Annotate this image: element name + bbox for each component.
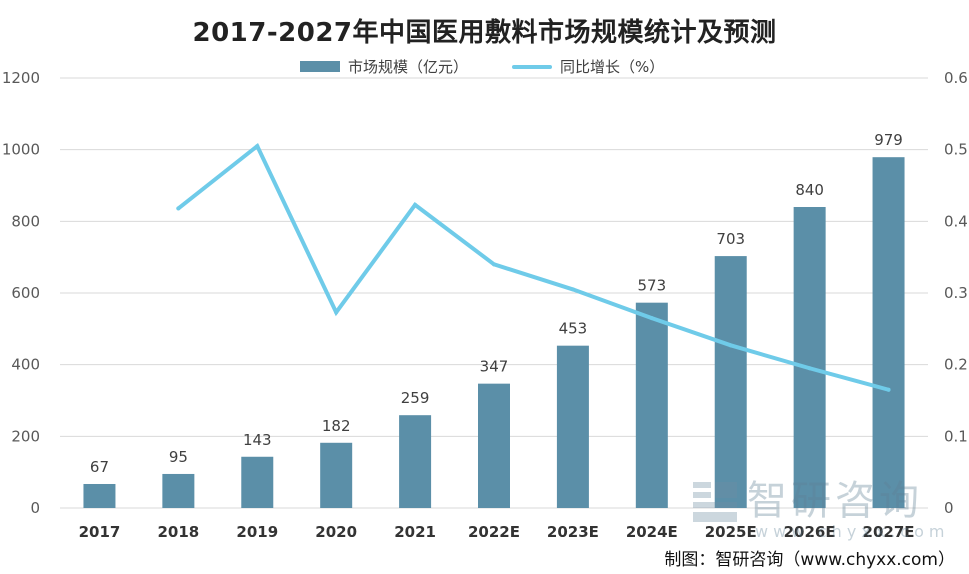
y-left-tick-label: 200 [11, 427, 40, 445]
y-left-tick-label: 1200 [2, 69, 40, 87]
bar-data-label: 840 [795, 181, 824, 199]
y-right-tick-label: 0.4 [944, 212, 968, 230]
y-right-tick-label: 0 [944, 499, 954, 517]
bar [793, 207, 826, 508]
bar [714, 256, 747, 508]
legend-label-line: 同比增长（%） [560, 58, 665, 76]
growth-point [176, 206, 181, 211]
legend-item-line: 同比增长（%） [512, 56, 664, 77]
watermark-text: 智研咨询 [747, 478, 923, 524]
x-tick-label: 2025E [705, 523, 757, 541]
bar [83, 483, 116, 508]
chart-title: 2017-2027年中国医用敷料市场规模统计及预测 [192, 18, 777, 48]
y-right-tick-label: 0.1 [944, 427, 968, 445]
x-tick-label: 2026E [784, 523, 836, 541]
x-tick-label: 2022E [468, 523, 520, 541]
growth-point [728, 343, 733, 348]
y-left-tick-label: 800 [11, 212, 40, 230]
legend-swatch-line [512, 64, 553, 69]
bar [478, 383, 510, 508]
legend-swatch-bar [300, 61, 340, 72]
watermark-url: www.chyxx.com [755, 522, 950, 541]
bar-data-label: 143 [243, 431, 272, 449]
x-tick-label: 2017 [79, 523, 121, 541]
watermark: 智研咨询 www.chyxx.com [693, 478, 944, 541]
bar-data-label: 979 [874, 131, 903, 149]
x-tick-label: 2018 [157, 523, 199, 541]
bar [399, 415, 432, 508]
bar-data-label: 347 [480, 358, 509, 376]
x-tick-label: 2020 [315, 523, 357, 541]
y-left-tick-label: 1000 [2, 141, 40, 159]
y-right-tick-label: 0.2 [944, 356, 968, 374]
bar-data-label: 573 [637, 277, 666, 295]
growth-point [255, 144, 260, 149]
legend-item-bar: 市场规模（亿元） [300, 56, 468, 77]
bar [241, 456, 274, 508]
growth-point [570, 287, 575, 292]
legend: 市场规模（亿元） 同比增长（%） [300, 56, 708, 77]
growth-point [334, 310, 339, 315]
growth-point [886, 387, 891, 392]
chart-credit: 制图：智研咨询（www.chyxx.com） [664, 550, 955, 570]
bar-data-label: 67 [90, 458, 109, 476]
y-left-tick-label: 400 [11, 356, 40, 374]
x-tick-label: 2023E [547, 523, 599, 541]
growth-point [492, 262, 496, 267]
bar-data-label: 182 [322, 417, 351, 435]
x-tick-label: 2027E [863, 523, 915, 541]
bar [320, 442, 353, 508]
bar [556, 345, 589, 508]
bar-data-label: 95 [169, 448, 188, 466]
bar-data-label: 453 [559, 320, 588, 338]
growth-point [413, 202, 418, 207]
y-left-tick-label: 600 [11, 284, 40, 302]
bar [872, 157, 905, 509]
growth-point [807, 366, 812, 371]
growth-point [649, 316, 654, 321]
x-tick-label: 2021 [394, 523, 436, 541]
bar-data-label: 259 [401, 389, 430, 407]
y-right-tick-label: 0.5 [944, 141, 968, 159]
x-tick-label: 2024E [626, 523, 678, 541]
legend-label-bar: 市场规模（亿元） [348, 58, 469, 76]
y-right-tick-label: 0.6 [944, 69, 968, 87]
growth-line [176, 142, 891, 392]
bar-data-label: 703 [716, 230, 745, 248]
watermark-logo-icon [693, 478, 739, 524]
bar [162, 473, 195, 508]
bar [635, 302, 668, 508]
y-left-tick-label: 0 [30, 499, 40, 517]
x-tick-label: 2019 [236, 523, 278, 541]
y-right-tick-label: 0.3 [944, 284, 968, 302]
